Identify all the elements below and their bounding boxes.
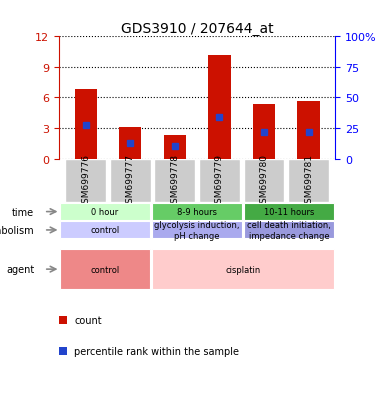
- Text: GSM699780: GSM699780: [259, 154, 269, 209]
- Text: control: control: [90, 265, 120, 274]
- FancyBboxPatch shape: [244, 204, 335, 221]
- Text: metabolism: metabolism: [0, 225, 34, 235]
- Text: 10-11 hours: 10-11 hours: [264, 208, 314, 216]
- FancyBboxPatch shape: [60, 204, 150, 221]
- Text: 8-9 hours: 8-9 hours: [177, 208, 217, 216]
- FancyBboxPatch shape: [60, 222, 150, 239]
- FancyBboxPatch shape: [152, 222, 242, 239]
- Text: GSM699776: GSM699776: [81, 154, 90, 209]
- FancyBboxPatch shape: [60, 249, 150, 290]
- Text: 0 hour: 0 hour: [91, 208, 119, 216]
- Text: percentile rank within the sample: percentile rank within the sample: [74, 346, 239, 356]
- Bar: [253, 104, 275, 159]
- FancyBboxPatch shape: [244, 222, 335, 239]
- FancyBboxPatch shape: [152, 249, 335, 290]
- FancyBboxPatch shape: [288, 159, 329, 203]
- Bar: [208, 55, 231, 159]
- FancyBboxPatch shape: [199, 159, 240, 203]
- FancyBboxPatch shape: [65, 159, 106, 203]
- FancyBboxPatch shape: [152, 204, 242, 221]
- Text: GSM699779: GSM699779: [215, 154, 224, 209]
- Bar: [164, 136, 186, 159]
- FancyBboxPatch shape: [154, 159, 195, 203]
- Text: time: time: [12, 207, 34, 217]
- Bar: [298, 101, 320, 159]
- Bar: [119, 128, 141, 159]
- FancyBboxPatch shape: [243, 159, 285, 203]
- Bar: [75, 90, 97, 159]
- Text: glycolysis induction,
pH change: glycolysis induction, pH change: [154, 221, 240, 240]
- Text: GSM699778: GSM699778: [170, 154, 179, 209]
- Text: cisplatin: cisplatin: [226, 265, 261, 274]
- FancyBboxPatch shape: [110, 159, 151, 203]
- Text: control: control: [90, 226, 120, 235]
- Text: agent: agent: [6, 264, 34, 275]
- Text: count: count: [74, 315, 102, 325]
- Title: GDS3910 / 207644_at: GDS3910 / 207644_at: [121, 22, 274, 36]
- Text: GSM699781: GSM699781: [304, 154, 313, 209]
- Text: GSM699777: GSM699777: [126, 154, 135, 209]
- Text: cell death initiation,
impedance change: cell death initiation, impedance change: [247, 221, 331, 240]
